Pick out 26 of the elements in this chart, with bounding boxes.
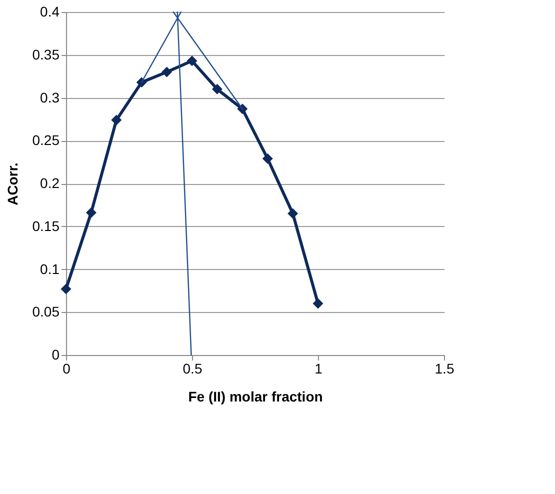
y-tick-label: 0 [52,346,60,362]
y-tick-label: 0.4 [40,4,60,20]
y-tick-label: 0.35 [32,46,60,62]
y-tick-label: 0.25 [32,132,60,148]
point [136,77,147,88]
point [262,153,273,164]
x-axis-title: Fe (II) molar fraction [188,388,323,404]
y-tick-label: 0.2 [40,175,60,191]
point [288,208,298,219]
y-tick-label: 0.3 [40,89,60,106]
point [86,207,96,218]
point [111,114,122,126]
point [186,56,198,66]
point [60,284,72,294]
y-tick-label: 0.1 [40,260,60,277]
x-tick-label: 0 [62,360,71,376]
x-tick-label: 0.5 [182,360,202,376]
point [237,104,248,114]
y-axis-title: ACorr. [4,162,20,206]
point [162,66,172,78]
x-tick-label: 1.5 [434,360,454,376]
point [212,84,222,94]
y-tick-label: 0.15 [32,218,60,234]
point [312,298,324,309]
x-tick-label: 1 [314,360,323,376]
y-tick-label: 0.05 [32,304,60,320]
